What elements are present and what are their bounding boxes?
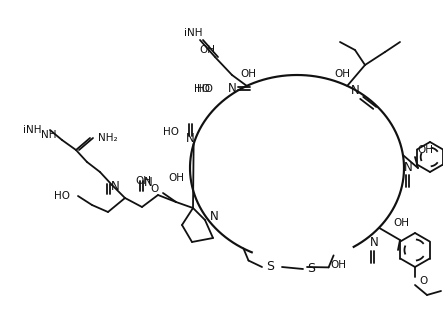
Text: HO: HO xyxy=(163,127,179,137)
Text: OH: OH xyxy=(417,145,433,155)
Text: N: N xyxy=(144,177,152,190)
Text: OH: OH xyxy=(199,45,215,55)
Text: N: N xyxy=(369,236,378,249)
Text: O: O xyxy=(151,184,159,194)
Text: N: N xyxy=(186,132,195,146)
Text: OH: OH xyxy=(135,176,151,186)
Text: S: S xyxy=(266,261,274,273)
Text: OH: OH xyxy=(168,173,184,183)
Text: OH: OH xyxy=(393,218,409,228)
Text: OH: OH xyxy=(334,69,350,79)
Text: N: N xyxy=(210,211,219,223)
Text: NH: NH xyxy=(42,130,57,140)
Text: iNH: iNH xyxy=(23,125,42,135)
Text: N: N xyxy=(111,180,119,193)
Text: HO: HO xyxy=(54,191,70,201)
Text: HO: HO xyxy=(197,84,213,94)
Text: OH: OH xyxy=(241,69,257,79)
Text: OH: OH xyxy=(330,260,346,270)
Text: N: N xyxy=(351,84,360,97)
Text: N: N xyxy=(228,82,237,95)
Text: S: S xyxy=(307,263,315,276)
Text: O: O xyxy=(419,276,427,286)
Text: N: N xyxy=(404,161,412,174)
Text: NH₂: NH₂ xyxy=(98,133,118,143)
Text: HO: HO xyxy=(194,84,210,94)
Text: iNH: iNH xyxy=(184,28,202,38)
